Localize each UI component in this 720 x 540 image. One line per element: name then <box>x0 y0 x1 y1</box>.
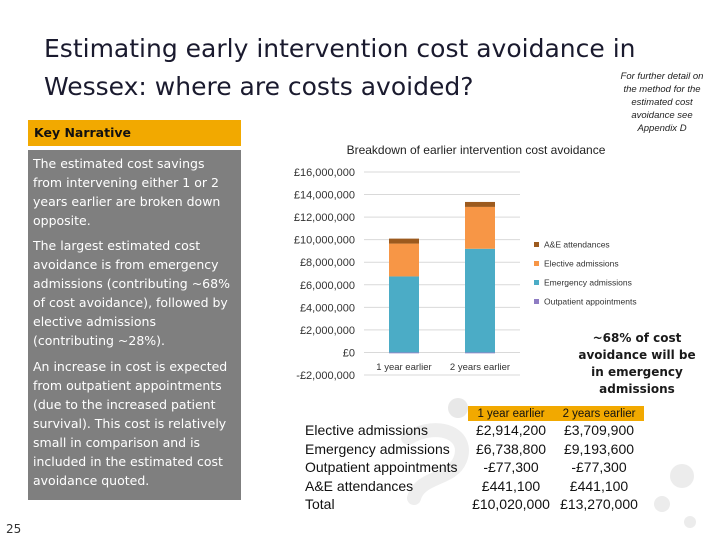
bar-segment <box>389 352 419 354</box>
y-tick-label: £4,000,000 <box>300 302 355 314</box>
page-number: 25 <box>6 522 22 536</box>
bar-segment <box>465 201 495 207</box>
legend-swatch <box>534 242 539 247</box>
y-tick-label: £10,000,000 <box>294 235 355 247</box>
title-line-2: Wessex: where are costs avoided? <box>44 72 474 101</box>
chart-legend: A&E attendances Elective admissions Emerge… <box>534 240 637 307</box>
legend-label: Emergency admissions <box>544 278 632 288</box>
row-value-2yr: £9,193,600 <box>563 440 635 457</box>
legend-swatch <box>534 261 539 266</box>
legend-label: Elective admissions <box>544 259 619 269</box>
legend-swatch <box>534 280 539 285</box>
bar-segment <box>465 206 495 249</box>
bar-segment <box>389 238 419 244</box>
appendix-note: For further detail on the method for the… <box>620 71 704 134</box>
table-row: Outpatient appointments -£77,300 -£77,30… <box>302 458 644 477</box>
y-tick-label: £0 <box>343 347 355 359</box>
y-tick-label: £2,000,000 <box>300 325 355 337</box>
key-narrative-heading: Key Narrative <box>34 125 131 140</box>
table-header-blank <box>302 406 468 421</box>
row-label: Emergency admissions <box>305 440 450 457</box>
chart-gridlines <box>364 171 520 376</box>
y-tick-label: -£2,000,000 <box>296 370 355 382</box>
emergency-callout: ~68% of cost avoidance will be in emerge… <box>578 331 696 396</box>
x-category-label: 1 year earlier <box>376 362 431 373</box>
row-label: Elective admissions <box>305 422 428 439</box>
key-narrative-panel: The estimated cost savings from interven… <box>28 150 241 500</box>
legend-label: A&E attendances <box>544 240 610 250</box>
narrative-paragraph-3: An increase in cost is expected from out… <box>33 359 228 488</box>
y-tick-label: £6,000,000 <box>300 280 355 292</box>
table-row: Elective admissions £2,914,200 £3,709,90… <box>302 421 644 440</box>
bar-segment <box>389 243 419 277</box>
row-value-2yr: £441,100 <box>569 477 629 494</box>
key-narrative-header: Key Narrative <box>28 120 241 146</box>
narrative-paragraph-1: The estimated cost savings from interven… <box>33 156 221 228</box>
row-label: A&E attendances <box>305 477 414 494</box>
legend-swatch <box>534 299 539 304</box>
bar-segment <box>465 248 495 353</box>
bar-segment <box>465 352 495 354</box>
row-value-2yr: £13,270,000 <box>560 496 638 513</box>
row-value-1yr: £6,738,800 <box>475 440 547 457</box>
y-tick-label: £8,000,000 <box>300 257 355 269</box>
row-label: Total <box>305 496 335 513</box>
table-header-2yr: 2 years earlier <box>554 406 644 421</box>
chart-bars <box>389 201 495 354</box>
table-row: Total £10,020,000 £13,270,000 <box>302 495 644 514</box>
chart-x-axis: 1 year earlier 2 years earlier <box>376 362 510 373</box>
y-tick-label: £14,000,000 <box>294 190 355 202</box>
table-row: Emergency admissions £6,738,800 £9,193,6… <box>302 440 644 459</box>
row-value-2yr: £3,709,900 <box>563 422 635 439</box>
title-line-1: Estimating early intervention cost avoid… <box>44 34 636 63</box>
chart-title: Breakdown of earlier intervention cost a… <box>347 143 606 157</box>
decorative-logo-graphic <box>401 398 696 528</box>
table-row: A&E attendances £441,100 £441,100 <box>302 477 644 496</box>
row-value-2yr: -£77,300 <box>571 459 627 476</box>
table-header-row: 1 year earlier 2 years earlier <box>302 406 644 421</box>
x-category-label: 2 years earlier <box>450 362 510 373</box>
row-label: Outpatient appointments <box>305 459 458 476</box>
narrative-paragraph-2: The largest estimated cost avoidance is … <box>33 238 230 348</box>
row-value-1yr: £2,914,200 <box>475 422 547 439</box>
slide-title: Estimating early intervention cost avoid… <box>44 30 684 106</box>
cost-breakdown-table: 1 year earlier 2 years earlier Elective … <box>302 406 644 514</box>
y-tick-label: £12,000,000 <box>294 212 355 224</box>
legend-label: Outpatient appointments <box>544 297 637 307</box>
y-tick-label: £16,000,000 <box>294 167 355 179</box>
table-header-1yr: 1 year earlier <box>468 406 554 421</box>
row-value-1yr: £441,100 <box>481 477 541 494</box>
chart-y-axis: £16,000,000 £14,000,000 £12,000,000 £10,000… <box>294 167 355 382</box>
row-value-1yr: -£77,300 <box>483 459 539 476</box>
bar-segment <box>389 276 419 353</box>
row-value-1yr: £10,020,000 <box>472 496 550 513</box>
